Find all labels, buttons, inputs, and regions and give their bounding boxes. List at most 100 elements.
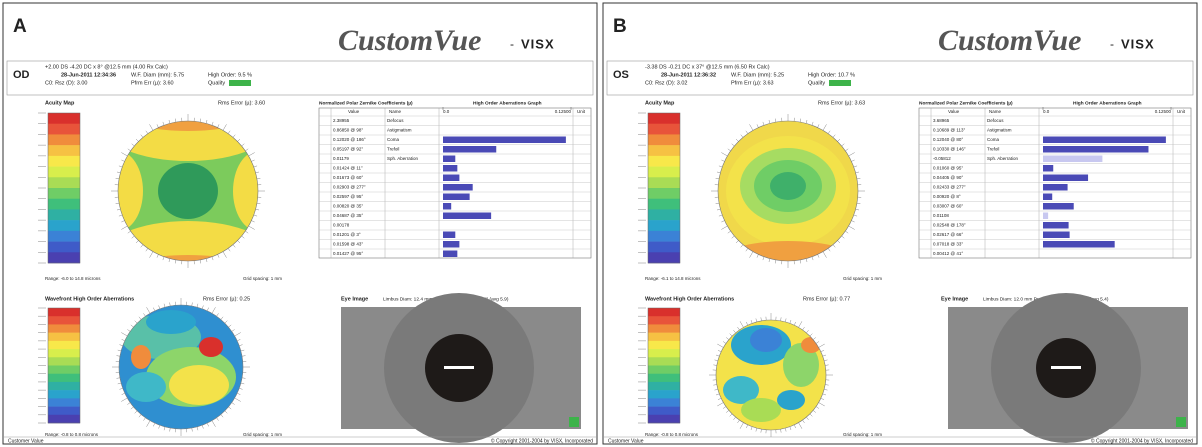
color-scale-band: [48, 124, 80, 135]
aberration-bar: [443, 194, 470, 201]
grid-spacing: Grid spacing: 1 mm: [843, 276, 882, 281]
coef-name: Astigmatism: [987, 127, 1012, 132]
color-scale-band: [48, 366, 80, 375]
color-scale-band: [648, 333, 680, 342]
aberration-bar: [443, 137, 566, 144]
wavefront-title: Wavefront High Order Aberrations: [45, 296, 134, 302]
map-zone: [169, 365, 229, 405]
aberration-bar: [443, 175, 459, 182]
coef-value: 0.04405 @ 90°: [933, 175, 963, 180]
graph-tick-label: 0.12500: [555, 109, 572, 114]
logo-brand: VISX: [1121, 36, 1155, 51]
color-scale-band: [48, 407, 80, 416]
color-scale-band: [48, 177, 80, 188]
aberration-bar: [443, 232, 455, 239]
color-scale-band: [648, 415, 680, 424]
grid-spacing: Grid spacing: 1 mm: [243, 432, 282, 437]
aberration-bar: [443, 184, 473, 191]
color-scale-band: [48, 341, 80, 350]
aberration-bar: [1043, 213, 1048, 220]
pixel-error: Pfrm Err (µ): 3.63: [731, 80, 774, 86]
reflection: [1051, 366, 1081, 369]
color-scale-band: [648, 390, 680, 399]
color-scale-band: [48, 382, 80, 391]
logo-name: CustomVue: [938, 24, 1081, 57]
color-scale-band: [648, 316, 680, 325]
exam-date: 28-Jun-2011 12:36:32: [661, 72, 716, 78]
eye-image-title: Eye Image: [941, 296, 968, 302]
color-scale-band: [648, 366, 680, 375]
coef-value: -0.05812: [933, 156, 951, 161]
coef-name: Coma: [387, 137, 400, 142]
color-scale-band: [648, 167, 680, 178]
map: [119, 305, 243, 429]
footer-left: Customer Value: [8, 438, 44, 444]
coef-value: 0.00920 @ 8°: [933, 194, 961, 199]
coef-value: 0.00178: [333, 222, 350, 227]
aberration-bar: [1043, 194, 1052, 201]
coef-value: 0.03007 @ 60°: [933, 203, 963, 208]
exam-date: 28-Jun-2011 12:34:36: [61, 72, 116, 78]
coef-value: 0.86850 @ 98°: [333, 127, 363, 132]
col-unit: Unit: [577, 109, 586, 114]
wf-diam: W.F. Diam (mm): 5.75: [131, 72, 184, 78]
aberration-bar: [1043, 203, 1074, 210]
aberration-bar: [443, 203, 451, 210]
map-zone: [131, 345, 151, 369]
aberration-bar: [1043, 241, 1115, 248]
coef-name: Defocus: [987, 118, 1004, 123]
logo-dash: -: [510, 37, 514, 51]
coef-name: Coma: [987, 137, 1000, 142]
logo-brand: VISX: [521, 36, 555, 51]
aberration-bar: [1043, 232, 1070, 239]
map-zone: [770, 172, 806, 200]
color-scale-band: [648, 308, 680, 317]
refraction: +2.00 DS -4.20 DC x 8° @12.5 mm (4.00 Rx…: [45, 64, 168, 70]
color-scale-band: [648, 374, 680, 383]
panel-letter: A: [13, 16, 27, 37]
graph-tick-label: 0.0: [443, 109, 450, 114]
aberration-bar: [443, 241, 459, 248]
coef-name: Astigmatism: [387, 127, 412, 132]
coef-value: 0.02617 @ 66°: [933, 232, 963, 237]
color-scale-band: [648, 382, 680, 391]
quality: Quality: [808, 80, 825, 86]
color-scale-band: [48, 324, 80, 333]
coef-value: 0.05197 @ 92°: [333, 146, 363, 151]
coef-value: 0.02903 @ 277°: [333, 184, 366, 189]
table-title: Normalized Polar Zernike Coefficients (µ…: [319, 100, 413, 106]
map-zone: [750, 328, 782, 352]
coef-value: 0.01179: [333, 156, 349, 161]
map-zone: [146, 310, 196, 334]
footer-left: Customer Value: [608, 438, 644, 444]
color-scale-band: [648, 252, 680, 263]
color-scale-band: [648, 357, 680, 366]
table-title: Normalized Polar Zernike Coefficients (µ…: [919, 100, 1013, 106]
coef-value: 0.01060 @ 95°: [933, 165, 963, 170]
coef-value: 0.01427 @ 95°: [333, 251, 363, 256]
coef-value: 0.10330 @ 146°: [933, 146, 966, 151]
acuity-title: Acuity Map: [45, 100, 75, 106]
coef-value: 0.10689 @ 113°: [933, 127, 966, 132]
coef-value: 2.38955: [333, 118, 350, 123]
aberration-bar: [443, 165, 457, 172]
color-scale-band: [48, 333, 80, 342]
grid-spacing: Grid spacing: 1 mm: [243, 276, 282, 281]
coef-value: 0.01201 @ 3°: [333, 232, 361, 237]
color-scale-band: [48, 390, 80, 399]
color-scale-band: [48, 134, 80, 145]
wavefront-range: Range: -0.8 to 0.8 microns: [645, 432, 699, 437]
color-scale-band: [48, 231, 80, 242]
coef-value: 0.07018 @ 33°: [933, 241, 963, 246]
color-scale-band: [648, 177, 680, 188]
color-scale-band: [648, 349, 680, 358]
reflection: [444, 366, 474, 369]
wavefront-rms: Rms Error (µ): 0.25: [203, 296, 250, 302]
graph-title: High Order Aberrations Graph: [473, 100, 542, 106]
eye-label: OD: [13, 69, 30, 81]
graph-tick-label: 0.12500: [1155, 109, 1172, 114]
color-scale-band: [48, 316, 80, 325]
color-scale-band: [648, 220, 680, 231]
color-scale-band: [648, 324, 680, 333]
